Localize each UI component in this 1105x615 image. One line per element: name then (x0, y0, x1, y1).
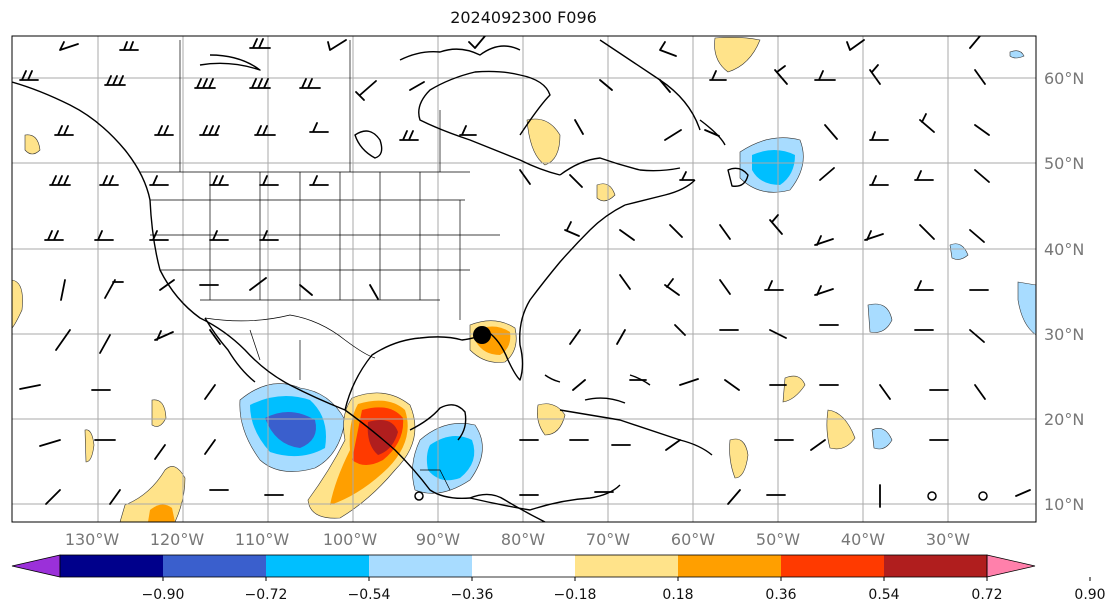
map-frame (11, 35, 1037, 523)
lat-label-10: 10°N (1044, 495, 1084, 514)
colorbar-tick-label: −0.72 (245, 587, 288, 603)
anomaly-shading (12, 37, 1036, 522)
calm-marker (978, 491, 988, 501)
lon-label-80w: 80°W (501, 530, 545, 549)
colorbar-tick-label: −0.54 (348, 587, 391, 603)
lon-label-40w: 40°W (841, 530, 885, 549)
colorbar-swatch (781, 555, 885, 577)
lon-label-110w: 110°W (235, 530, 290, 549)
colorbar-tick-label: 0.90 (1074, 587, 1105, 603)
colorbar-tick-label: 0.72 (971, 587, 1002, 603)
coastlines (12, 39, 749, 522)
latitude-labels: 60°N 50°N 40°N 30°N 20°N 10°N (1044, 69, 1084, 514)
lat-label-60: 60°N (1044, 69, 1084, 88)
colorbar-swatch (369, 555, 473, 577)
wind-barbs (19, 36, 1031, 508)
political-borders (140, 40, 500, 491)
colorbar-tick-label: −0.36 (451, 587, 494, 603)
colorbar-tick-label: −0.90 (142, 587, 185, 603)
graticule (12, 36, 1036, 522)
map-title: 2024092300 F096 (450, 8, 597, 27)
lon-label-90w: 90°W (416, 530, 460, 549)
colorbar-swatch (575, 555, 679, 577)
lon-label-70w: 70°W (586, 530, 630, 549)
colorbar-tick-label: −0.18 (554, 587, 597, 603)
colorbar-frame (59, 554, 988, 578)
colorbar-swatch (60, 555, 164, 577)
colorbar: −0.90 −0.72 −0.54 −0.36 −0.18 0.18 0.36 0.54 0.7… (11, 554, 1105, 603)
lat-label-50: 50°N (1044, 154, 1084, 173)
map-panel (12, 36, 1036, 522)
storm-center-marker (473, 326, 491, 344)
colorbar-swatch (472, 555, 576, 577)
lon-label-30w: 30°W (926, 530, 970, 549)
lon-label-100w: 100°W (323, 530, 378, 549)
calm-marker (927, 491, 937, 501)
colorbar-tick-label: 0.54 (868, 587, 899, 603)
lon-label-120w: 120°W (150, 530, 205, 549)
calm-marker (414, 491, 424, 501)
colorbar-swatch (266, 555, 370, 577)
lon-label-60w: 60°W (671, 530, 715, 549)
longitude-labels: 130°W 120°W 110°W 100°W 90°W 80°W 70°W 6… (65, 530, 970, 549)
colorbar-swatch (678, 555, 782, 577)
lat-label-30: 30°N (1044, 325, 1084, 344)
lat-label-40: 40°N (1044, 240, 1084, 259)
colorbar-extend-max (986, 554, 1036, 578)
colorbar-extend-min (11, 554, 61, 578)
lon-label-130w: 130°W (65, 530, 120, 549)
colorbar-tick-label: 0.36 (765, 587, 796, 603)
colorbar-swatch (163, 555, 267, 577)
colorbar-swatch (884, 555, 988, 577)
lon-label-50w: 50°W (756, 530, 800, 549)
colorbar-tick-label: 0.18 (662, 587, 693, 603)
lat-label-20: 20°N (1044, 410, 1084, 429)
